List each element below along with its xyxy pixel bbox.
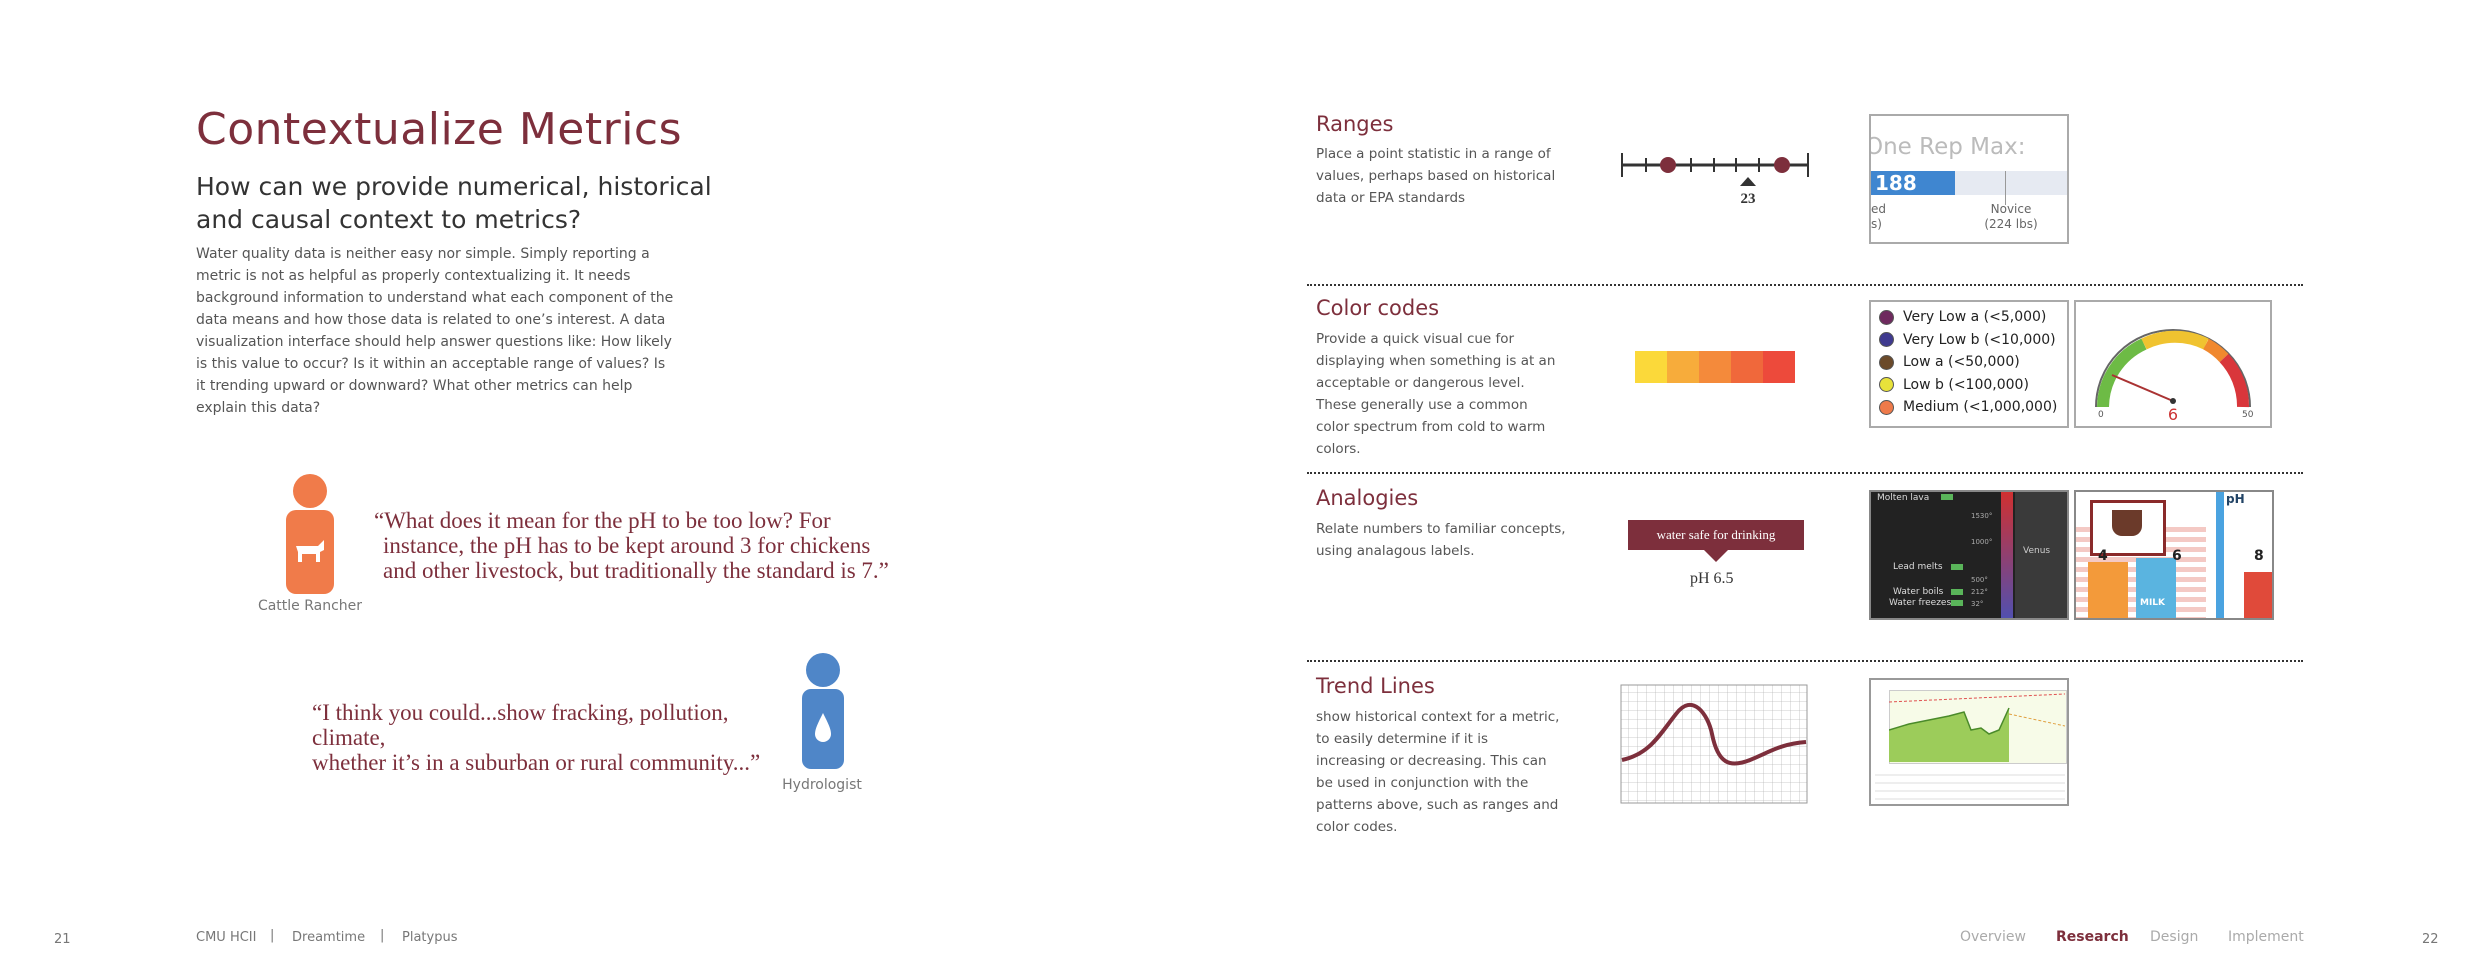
- gauge-min: 0: [2098, 410, 2104, 420]
- nav-implement[interactable]: Implement: [2228, 929, 2304, 945]
- venus-label: Venus: [2023, 546, 2051, 556]
- legend-item: Low b (<100,000): [1879, 374, 2059, 397]
- legend-item: Low a (<50,000): [1879, 351, 2059, 374]
- temp-label-4: Water freezes: [1889, 598, 1952, 608]
- legend-dot-icon: [1879, 309, 1894, 325]
- hydrologist-quote: “I think you could...show fracking, poll…: [312, 700, 792, 775]
- footer-org-dreamtime: Dreamtime: [292, 930, 366, 945]
- range-marker-label: 23: [1741, 191, 1756, 207]
- ph-tick-6: 6: [2172, 548, 2182, 564]
- trend-line-graphic: [1620, 684, 1808, 804]
- ph-tick-8: 8: [2254, 548, 2264, 564]
- temp-value-5: 32°: [1971, 600, 1984, 608]
- footer-separator: |: [380, 928, 385, 943]
- legend-label: Medium (<1,000,000): [1903, 399, 2058, 416]
- hydrologist-quote-line1: “I think you could...show fracking, poll…: [312, 700, 729, 750]
- legend-dot-icon: [1879, 377, 1894, 393]
- footer-org-cmu: CMU HCII: [196, 930, 257, 945]
- section-desc-color-codes: Provide a quick visual cue for displayin…: [1316, 331, 1556, 457]
- legend-label: Very Low b (<10,000): [1903, 331, 2056, 348]
- legend-label: Low b (<100,000): [1903, 376, 2029, 393]
- analogy-callout: water safe for drinking: [1628, 520, 1804, 550]
- hydrologist-caption: Hydrologist: [782, 777, 862, 793]
- ph-tick-4: 4: [2098, 548, 2108, 564]
- legend-label: Very Low a (<5,000): [1903, 309, 2047, 326]
- gauge-max: 50: [2242, 410, 2254, 420]
- legend-label: Low a (<50,000): [1903, 354, 2020, 371]
- legend-dot-icon: [1879, 354, 1894, 370]
- legend-item: Medium (<1,000,000): [1879, 396, 2059, 419]
- range-label-a: ed: [1871, 202, 1886, 216]
- legend-dot-icon: [1879, 399, 1894, 415]
- cattle-rancher-icon: [286, 474, 334, 594]
- section-desc-analogies: Relate numbers to familiar concepts, usi…: [1316, 521, 1566, 559]
- temp-value-2: 1000°: [1971, 538, 1993, 546]
- section-divider: [1307, 284, 2303, 286]
- cattle-rancher-caption: Cattle Rancher: [257, 598, 363, 614]
- ph-thumbnail: MILK pH 4 6 8: [2074, 490, 2274, 620]
- section-desc-ranges: Place a point statistic in a range of va…: [1316, 146, 1556, 206]
- one-rep-max-thumbnail: One Rep Max: 188 lbs ed s) Novice (224 lbs…: [1869, 114, 2069, 244]
- analogy-value: pH 6.5: [1690, 570, 1734, 587]
- rancher-quote-line2: instance, the pH has to be kept around 3…: [383, 533, 871, 558]
- section-title-analogies: Analogies: [1316, 486, 1419, 510]
- nav-overview[interactable]: Overview: [1960, 929, 2026, 945]
- range-label-b: Novice: [1990, 202, 2032, 216]
- one-rep-max-bar: 188 lbs: [1871, 171, 1955, 219]
- color-swatch: [1667, 351, 1699, 383]
- legend-item: Very Low a (<5,000): [1879, 306, 2059, 329]
- hydrologist-icon: [802, 653, 844, 769]
- rancher-quote: “What does it mean for the pH to be too …: [374, 508, 894, 583]
- rancher-quote-line3: and other livestock, but traditionally t…: [383, 558, 889, 583]
- section-title-trend-lines: Trend Lines: [1316, 674, 1435, 698]
- temperature-thumbnail: Molten lava Lead melts Water boils Water…: [1869, 490, 2069, 620]
- section-title-color-codes: Color codes: [1316, 296, 1440, 320]
- section-divider: [1307, 472, 2303, 474]
- color-swatch: [1635, 351, 1667, 383]
- milk-label: MILK: [2140, 598, 2166, 608]
- temp-value-3: 500°: [1971, 576, 1988, 584]
- gauge-value: 6: [2168, 405, 2178, 424]
- footer-org-platypus: Platypus: [402, 930, 458, 945]
- color-swatch-strip: [1635, 351, 1795, 383]
- page-number-left: 21: [54, 932, 71, 947]
- hydrologist-quote-line2: whether it’s in a suburban or rural comm…: [312, 750, 761, 775]
- callout-pointer: [1704, 550, 1728, 562]
- nav-design[interactable]: Design: [2150, 929, 2199, 945]
- color-swatch: [1731, 351, 1763, 383]
- section-desc-trend-lines: show historical context for a metric, to…: [1316, 709, 1560, 835]
- nav-research[interactable]: Research: [2056, 929, 2129, 945]
- intro-paragraph: Water quality data is neither easy nor s…: [196, 246, 674, 416]
- range-label-a2: s): [1871, 217, 1882, 231]
- legend-dot-icon: [1879, 332, 1894, 348]
- temp-label-1: Molten lava: [1877, 493, 1930, 503]
- temp-label-3: Water boils: [1893, 587, 1944, 597]
- trend-chart-thumbnail: [1869, 678, 2069, 806]
- legend-item: Very Low b (<10,000): [1879, 329, 2059, 352]
- temp-value-4: 212°: [1971, 588, 1988, 596]
- footer-separator: |: [270, 928, 275, 943]
- temp-label-2: Lead melts: [1893, 562, 1943, 572]
- page-title: Contextualize Metrics: [196, 104, 683, 155]
- gauge-thumbnail: 0 50 6: [2074, 300, 2272, 428]
- one-rep-max-heading: One Rep Max:: [1869, 134, 2026, 160]
- section-divider: [1307, 660, 2303, 662]
- temp-value-1: 1530°: [1971, 512, 1993, 520]
- range-scale-graphic: 23: [1621, 153, 1809, 207]
- section-title-ranges: Ranges: [1316, 112, 1394, 136]
- color-swatch: [1699, 351, 1731, 383]
- trend-thumb-plot: [1889, 693, 2065, 762]
- range-label-b2: (224 lbs): [1984, 217, 2038, 231]
- ph-label: pH: [2226, 492, 2245, 506]
- page-number-right: 22: [2422, 932, 2439, 947]
- gauge-graphic: 0 50 6: [2095, 329, 2254, 424]
- rancher-quote-line1: “What does it mean for the pH to be too …: [374, 508, 831, 533]
- temp-scale: 1530° 1000° 500° 212° 32°: [1971, 510, 1992, 610]
- color-swatch: [1763, 351, 1795, 383]
- legend-thumbnail: Very Low a (<5,000) Very Low b (<10,000) L…: [1869, 300, 2069, 428]
- page-subtitle: How can we provide numerical, historical…: [196, 172, 712, 234]
